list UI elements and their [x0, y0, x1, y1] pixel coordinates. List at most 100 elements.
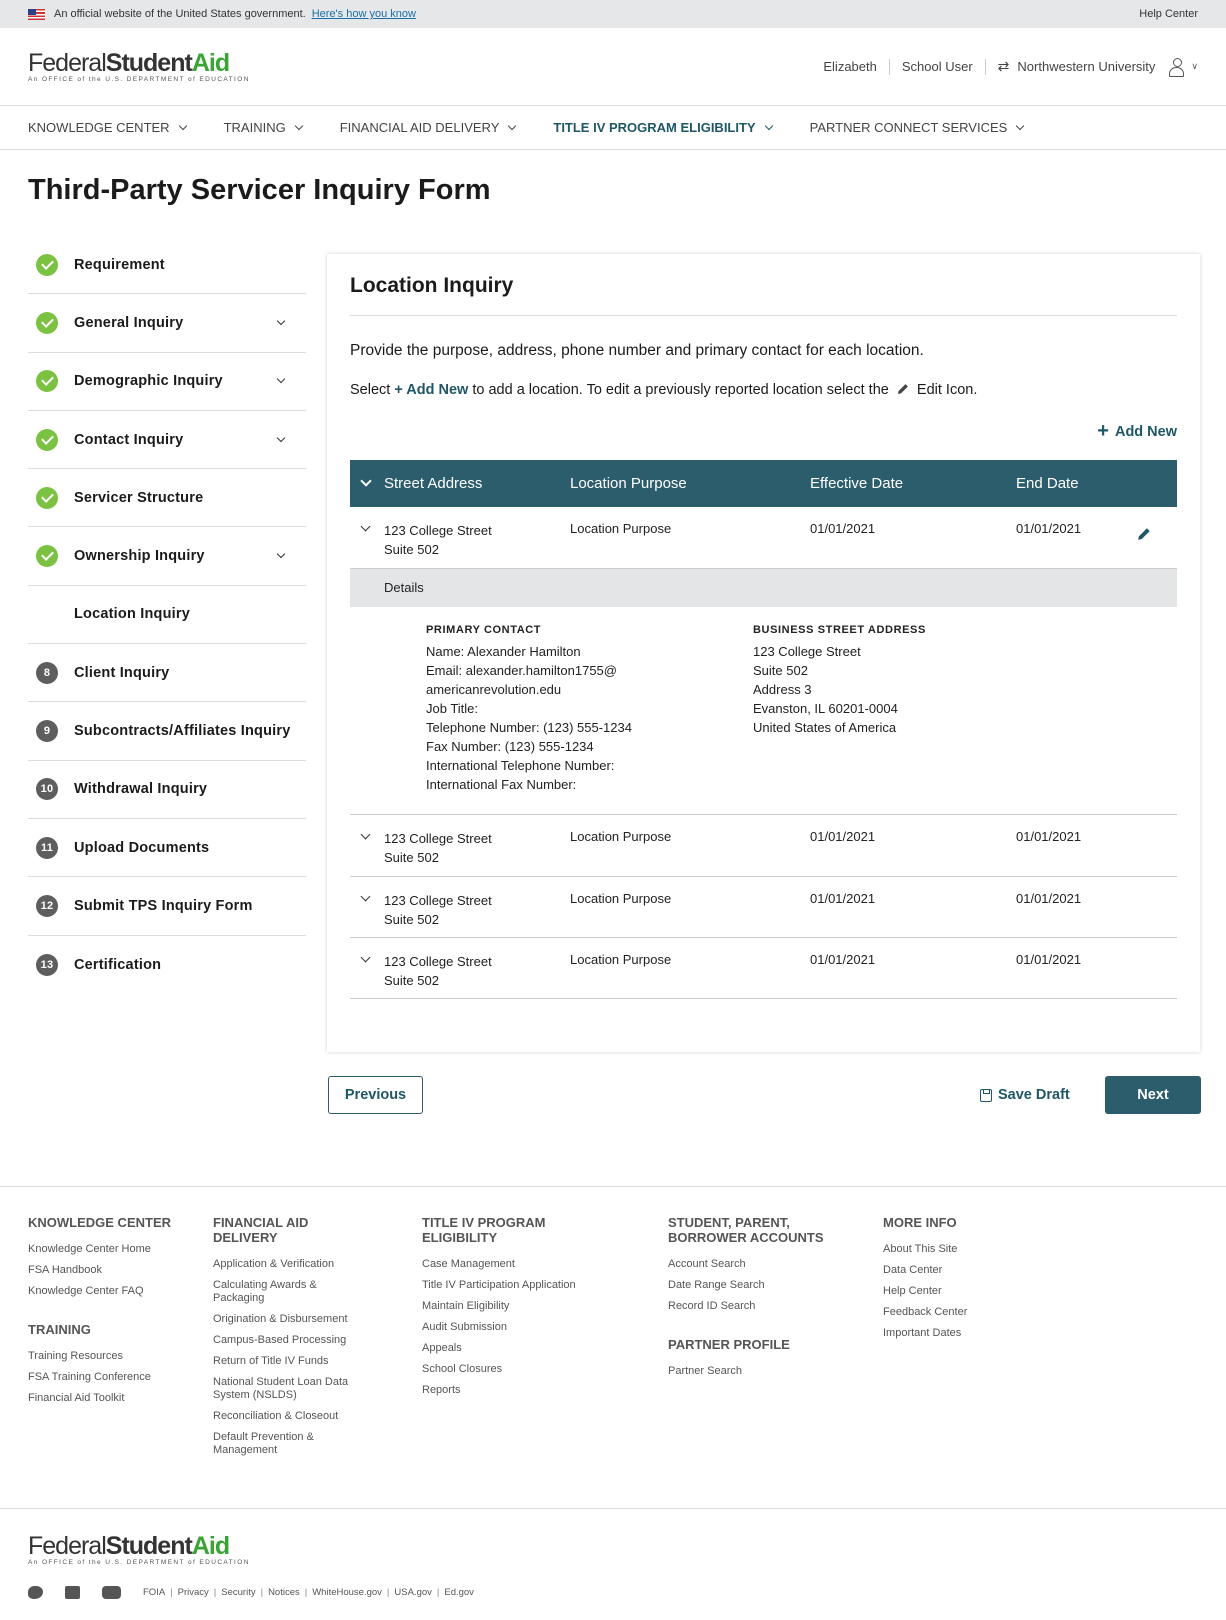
- nav-item[interactable]: TITLE IV PROGRAM ELIGIBILITY: [553, 120, 773, 135]
- step-item[interactable]: 7 Location Inquiry: [28, 586, 306, 645]
- chevron-down-icon[interactable]: [276, 433, 286, 442]
- step-item[interactable]: 9 Subcontracts/Affiliates Inquiry: [28, 702, 306, 761]
- footer-bottom-link[interactable]: Security: [221, 1587, 256, 1598]
- table-row[interactable]: 123 College Street Suite 502 Location Purp…: [350, 937, 1177, 998]
- nav-item[interactable]: KNOWLEDGE CENTER: [28, 120, 187, 135]
- step-item[interactable]: 11 Upload Documents: [28, 819, 306, 878]
- step-number-icon: 13: [36, 953, 58, 976]
- step-item[interactable]: Ownership Inquiry: [28, 527, 306, 586]
- footer-link[interactable]: Knowledge Center FAQ: [28, 1285, 144, 1297]
- footer-link[interactable]: Application & Verification: [213, 1258, 335, 1270]
- footer-bottom-link[interactable]: USA.gov: [394, 1587, 432, 1598]
- footer-link[interactable]: Reports: [422, 1384, 461, 1396]
- street: 123 College Street: [384, 892, 492, 908]
- chevron-down-icon[interactable]: [276, 316, 286, 326]
- footer-link[interactable]: Date Range Search: [668, 1279, 765, 1291]
- footer-link[interactable]: Reconciliation & Closeout: [213, 1410, 339, 1422]
- user-info: Elizabeth School User ⇄ Northwestern Uni…: [823, 57, 1198, 77]
- footer-bottom-link[interactable]: WhiteHouse.gov: [312, 1587, 382, 1598]
- footer-link[interactable]: Training Resources: [28, 1350, 123, 1362]
- save-draft-button[interactable]: Save Draft: [980, 1076, 1070, 1114]
- step-label: Subcontracts/Affiliates Inquiry: [74, 723, 291, 740]
- footer-link[interactable]: Default Prevention & Management: [213, 1431, 314, 1456]
- footer-link[interactable]: Origination & Disbursement: [213, 1313, 348, 1325]
- footer-link[interactable]: Title IV Participation Application: [422, 1279, 576, 1291]
- expand-row-icon[interactable]: [360, 521, 371, 532]
- heres-how-you-know-link[interactable]: Here's how you know: [311, 8, 416, 20]
- footer-link[interactable]: Case Management: [422, 1258, 515, 1270]
- expand-row-icon[interactable]: [360, 952, 371, 962]
- footer-link[interactable]: Important Dates: [883, 1327, 962, 1339]
- footer-bottom-link[interactable]: Notices: [268, 1587, 300, 1598]
- footer-link[interactable]: Financial Aid Toolkit: [28, 1392, 125, 1404]
- step-item[interactable]: Servicer Structure: [28, 469, 306, 528]
- footer-bottom-link[interactable]: Ed.gov: [444, 1587, 474, 1598]
- nav-item[interactable]: FINANCIAL AID DELIVERY: [340, 120, 517, 135]
- chevron-down-icon: [294, 121, 303, 130]
- fsa-footer-logo[interactable]: FederalStudentAid An OFFICE of the U.S. …: [28, 1532, 250, 1566]
- youtube-icon[interactable]: [102, 1586, 121, 1599]
- footer-link[interactable]: Maintain Eligibility: [422, 1300, 510, 1312]
- twitter-icon[interactable]: [28, 1586, 43, 1599]
- school-name[interactable]: Northwestern University: [1017, 59, 1156, 74]
- previous-button[interactable]: Previous: [328, 1076, 423, 1114]
- link-separator: |: [304, 1587, 308, 1598]
- expand-row-icon[interactable]: [360, 829, 371, 840]
- add-new-button[interactable]: + Add New: [1097, 420, 1177, 442]
- footer-link[interactable]: Feedback Center: [883, 1306, 968, 1318]
- suite: Suite 502: [384, 911, 439, 927]
- fsa-logo[interactable]: FederalStudentAid An OFFICE of the U.S. …: [28, 49, 250, 83]
- footer-link[interactable]: Data Center: [883, 1264, 943, 1276]
- expand-row-icon[interactable]: [360, 891, 371, 901]
- step-item[interactable]: 12 Submit TPS Inquiry Form: [28, 877, 306, 936]
- main-nav: KNOWLEDGE CENTER TRAINING FINANCIAL AID DE…: [0, 106, 1226, 150]
- step-item[interactable]: Requirement: [28, 236, 306, 295]
- footer-link[interactable]: About This Site: [883, 1243, 958, 1255]
- step-label: Demographic Inquiry: [74, 373, 223, 390]
- step-item[interactable]: General Inquiry: [28, 294, 306, 353]
- details-line: 123 College Street: [753, 644, 861, 659]
- street: 123 College Street: [384, 953, 492, 969]
- user-name: Elizabeth: [823, 59, 877, 74]
- switch-school-icon[interactable]: ⇄: [997, 58, 1010, 74]
- footer-bottom-link[interactable]: FOIA: [143, 1587, 166, 1598]
- facebook-icon[interactable]: [65, 1586, 80, 1599]
- table-row[interactable]: 123 College Street Suite 502 Location Purp…: [350, 876, 1177, 937]
- footer-link[interactable]: School Closures: [422, 1363, 503, 1375]
- chevron-down-icon[interactable]: [276, 374, 286, 384]
- step-item[interactable]: 10 Withdrawal Inquiry: [28, 761, 306, 819]
- end-cell: 01/01/2021: [1016, 890, 1082, 906]
- chevron-down-icon[interactable]: ∨: [1191, 61, 1198, 71]
- footer-link[interactable]: Calculating Awards & Packaging: [213, 1279, 317, 1304]
- footer-link[interactable]: FSA Training Conference: [28, 1371, 151, 1383]
- step-item[interactable]: Contact Inquiry: [28, 411, 306, 470]
- chevron-down-icon[interactable]: [276, 549, 286, 559]
- next-button[interactable]: Next: [1105, 1076, 1201, 1114]
- footer-link[interactable]: Record ID Search: [668, 1300, 756, 1312]
- step-item[interactable]: 13 Certification: [28, 936, 306, 994]
- footer-link[interactable]: Return of Title IV Funds: [213, 1355, 329, 1367]
- footer-link[interactable]: Account Search: [668, 1258, 746, 1270]
- us-flag-icon: [28, 8, 45, 20]
- footer-link[interactable]: Audit Submission: [422, 1321, 507, 1333]
- effective-cell: 01/01/2021: [810, 890, 876, 906]
- edit-pencil-icon[interactable]: [1137, 527, 1151, 541]
- footer-link[interactable]: Knowledge Center Home: [28, 1243, 151, 1255]
- nav-label: TRAINING: [223, 120, 286, 135]
- collapse-all-icon[interactable]: [360, 475, 372, 487]
- footer-link[interactable]: FSA Handbook: [28, 1264, 102, 1276]
- footer-bottom-link[interactable]: Privacy: [177, 1587, 209, 1598]
- nav-item[interactable]: PARTNER CONNECT SERVICES: [810, 120, 1025, 135]
- table-row[interactable]: 123 College Street Suite 502 Location Purp…: [350, 815, 1177, 876]
- footer-link[interactable]: Partner Search: [668, 1365, 742, 1377]
- nav-item[interactable]: TRAINING: [223, 120, 303, 135]
- footer-link[interactable]: Campus-Based Processing: [213, 1334, 347, 1346]
- footer-link[interactable]: Help Center: [883, 1285, 942, 1297]
- user-avatar-icon[interactable]: [1169, 57, 1185, 77]
- footer-link[interactable]: National Student Loan Data System (NSLDS…: [213, 1376, 349, 1401]
- table-row[interactable]: 123 College Street Suite 502 Location Purp…: [350, 507, 1177, 568]
- footer-link[interactable]: Appeals: [422, 1342, 462, 1354]
- step-item[interactable]: 8 Client Inquiry: [28, 644, 306, 703]
- step-item[interactable]: Demographic Inquiry: [28, 353, 306, 411]
- help-center-link[interactable]: Help Center: [1139, 8, 1198, 20]
